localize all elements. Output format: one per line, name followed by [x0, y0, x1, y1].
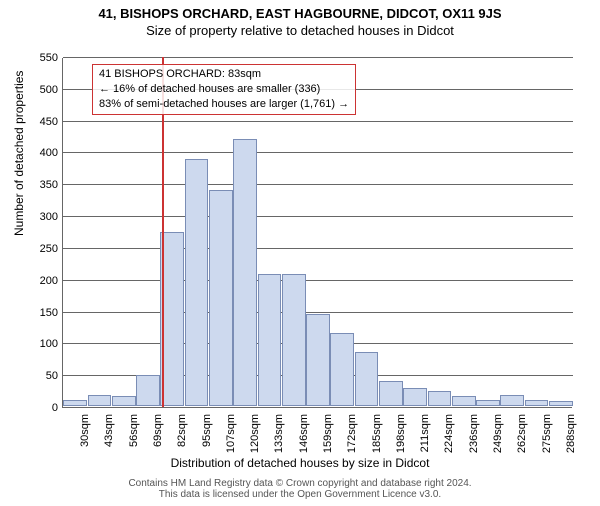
- x-tick-label: 249sqm: [492, 414, 504, 453]
- bar: [112, 396, 136, 406]
- bar: [403, 388, 427, 406]
- y-tick-label: 250: [18, 243, 58, 255]
- bar: [355, 352, 379, 406]
- y-tick-label: 100: [18, 338, 58, 350]
- gridline: [63, 312, 573, 313]
- y-tick-label: 350: [18, 179, 58, 191]
- x-tick-label: 211sqm: [419, 414, 431, 452]
- x-tick-label: 133sqm: [273, 414, 285, 453]
- footer-text: This data is licensed under the Open Gov…: [159, 489, 441, 500]
- x-tick-label: 82sqm: [176, 414, 188, 447]
- bar: [330, 333, 354, 406]
- page-subtitle: Size of property relative to detached ho…: [0, 23, 600, 38]
- bar: [428, 391, 452, 406]
- bar: [233, 139, 257, 406]
- footer-text: Contains HM Land Registry data © Crown c…: [128, 478, 471, 489]
- x-tick-label: 120sqm: [249, 414, 261, 453]
- x-tick-label: 30sqm: [79, 414, 91, 447]
- bar: [185, 159, 209, 406]
- annotation-line: 41 BISHOPS ORCHARD: 83sqm: [99, 67, 349, 82]
- footer: Contains HM Land Registry data © Crown c…: [0, 478, 600, 500]
- bar: [258, 274, 282, 406]
- y-tick-label: 300: [18, 211, 58, 223]
- bar: [63, 400, 87, 406]
- gridline: [63, 216, 573, 217]
- bar: [500, 395, 524, 406]
- x-tick-label: 262sqm: [516, 414, 528, 453]
- y-tick-label: 200: [18, 275, 58, 287]
- bar: [379, 381, 403, 406]
- x-tick-label: 236sqm: [468, 414, 480, 453]
- x-tick-label: 172sqm: [346, 414, 358, 453]
- x-tick-label: 159sqm: [322, 414, 334, 453]
- bar: [525, 400, 549, 406]
- x-tick-label: 224sqm: [443, 414, 455, 453]
- bar: [209, 190, 233, 406]
- x-tick-label: 95sqm: [201, 414, 213, 447]
- y-tick-label: 50: [18, 370, 58, 382]
- y-tick-label: 400: [18, 147, 58, 159]
- gridline: [63, 248, 573, 249]
- bar: [282, 274, 306, 406]
- gridline: [63, 184, 573, 185]
- bar: [88, 395, 112, 406]
- bar: [136, 375, 160, 406]
- annotation-box: 41 BISHOPS ORCHARD: 83sqm ← 16% of detac…: [92, 64, 356, 115]
- y-tick-label: 150: [18, 307, 58, 319]
- bar: [476, 400, 500, 406]
- annotation-line: ← 16% of detached houses are smaller (33…: [99, 82, 349, 97]
- chart: 05010015020025030035040045050055030sqm43…: [62, 58, 572, 408]
- bar: [549, 401, 573, 406]
- x-tick-label: 69sqm: [152, 414, 164, 447]
- x-tick-label: 275sqm: [541, 414, 553, 453]
- gridline: [63, 57, 573, 58]
- x-tick-label: 198sqm: [395, 414, 407, 453]
- x-tick-label: 43sqm: [103, 414, 115, 447]
- x-tick-label: 288sqm: [565, 414, 577, 453]
- gridline: [63, 280, 573, 281]
- annotation-line: 83% of semi-detached houses are larger (…: [99, 97, 349, 112]
- y-tick-label: 500: [18, 84, 58, 96]
- x-tick-label: 107sqm: [225, 414, 237, 453]
- y-tick-label: 550: [18, 52, 58, 64]
- bar: [306, 314, 330, 406]
- x-tick-label: 56sqm: [128, 414, 140, 447]
- x-tick-label: 146sqm: [298, 414, 310, 453]
- bar: [452, 396, 476, 406]
- y-tick-label: 0: [18, 402, 58, 414]
- page-title: 41, BISHOPS ORCHARD, EAST HAGBOURNE, DID…: [0, 6, 600, 21]
- gridline: [63, 152, 573, 153]
- gridline: [63, 121, 573, 122]
- x-tick-label: 185sqm: [371, 414, 383, 453]
- y-tick-label: 450: [18, 116, 58, 128]
- x-axis-label: Distribution of detached houses by size …: [0, 456, 600, 470]
